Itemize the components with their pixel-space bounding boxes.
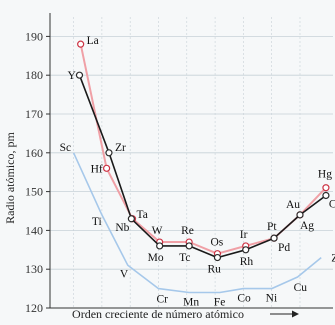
element-label-Rh: Rh	[240, 256, 254, 268]
element-label-Au: Au	[286, 199, 300, 211]
y-tick-label: 190	[25, 29, 43, 43]
series-line-period5	[78, 74, 327, 259]
grid-lines	[50, 17, 333, 309]
element-label-Ru: Ru	[207, 264, 221, 276]
y-tick-label: 170	[25, 107, 43, 121]
element-label-La: La	[87, 35, 99, 47]
element-label-Cr: Cr	[156, 294, 168, 306]
series-group	[72, 40, 330, 294]
element-label-Mn: Mn	[183, 296, 199, 308]
element-label-Tc: Tc	[179, 252, 190, 264]
y-tick-label: 130	[25, 262, 43, 276]
y-axis-title: Radio atómico, pm	[3, 132, 17, 224]
point-Tc	[185, 242, 193, 250]
y-tick-label: 150	[25, 185, 43, 199]
element-label-V: V	[120, 268, 129, 280]
y-tick-label: 180	[25, 68, 43, 82]
element-label-Sc: Sc	[60, 142, 71, 154]
element-label-Ni: Ni	[266, 293, 278, 305]
element-label-Fe: Fe	[214, 296, 226, 308]
point-Ag	[296, 211, 304, 219]
y-tick-label: 120	[25, 301, 43, 315]
point-Pd	[270, 234, 278, 242]
element-label-Hf: Hf	[91, 163, 103, 175]
point-Hf	[102, 164, 111, 172]
point-Hg	[322, 184, 330, 192]
element-label-W: W	[152, 225, 163, 237]
element-label-Nb: Nb	[115, 222, 129, 234]
element-label-Cd: Cd	[329, 198, 335, 210]
x-axis-arrow-icon	[270, 310, 299, 318]
element-label-Y: Y	[67, 70, 76, 82]
y-tick-label: 160	[25, 146, 43, 160]
element-labels: Sc Ti V Cr Mn Fe Co Ni Cu Zn Y Zr Nb Mo Tc Ru Rh Pd Ag Cd La…	[60, 35, 335, 308]
point-Nb	[127, 215, 135, 223]
y-tick-label: 140	[25, 223, 43, 237]
element-label-Zr: Zr	[115, 142, 126, 154]
point-Y	[75, 71, 84, 79]
element-label-Ta: Ta	[137, 209, 148, 221]
element-label-Os: Os	[210, 237, 223, 249]
series-line-period4	[72, 152, 322, 294]
element-label-Hg: Hg	[318, 169, 332, 181]
point-Ru	[213, 253, 222, 262]
element-label-Mo: Mo	[148, 252, 164, 264]
element-label-Re: Re	[181, 225, 194, 237]
point-Zr	[105, 149, 113, 157]
element-label-Co: Co	[237, 293, 251, 305]
point-Mo	[156, 242, 164, 250]
element-label-Ti: Ti	[92, 216, 102, 228]
element-label-Ir: Ir	[240, 229, 248, 241]
axes	[46, 13, 333, 309]
x-axis-title: Orden creciente de número atómico	[72, 307, 244, 321]
element-label-Pd: Pd	[278, 242, 290, 254]
point-Rh	[242, 246, 250, 254]
point-Cd	[322, 191, 330, 200]
point-La	[77, 40, 85, 48]
y-tick-labels: 120 130 140 150 160 170 180 190	[25, 29, 43, 315]
element-label-Pt: Pt	[267, 221, 277, 233]
element-label-Cu: Cu	[294, 282, 308, 294]
element-label-Zn: Zn	[331, 253, 335, 265]
element-label-Ag: Ag	[300, 220, 314, 232]
